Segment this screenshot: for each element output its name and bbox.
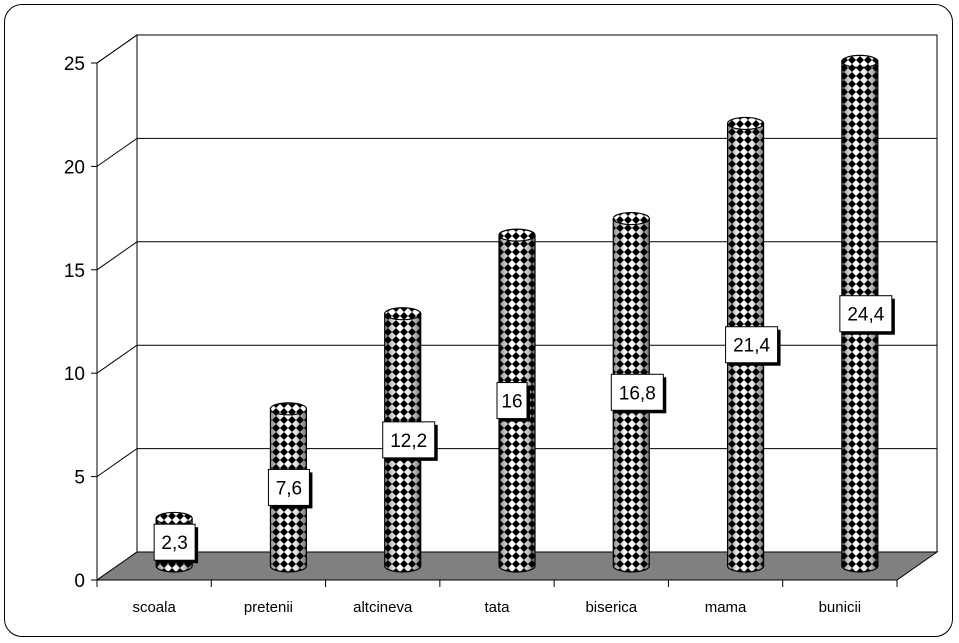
y-tick-label: 0 <box>74 571 85 592</box>
x-tick-label: tata <box>484 599 510 616</box>
y-tick-label: 10 <box>64 364 85 385</box>
x-tick-label: pretenii <box>244 599 293 616</box>
cylinder-top <box>612 211 650 226</box>
y-tick-label: 5 <box>74 468 85 489</box>
data-label-box <box>153 523 196 561</box>
data-label: 12,2 <box>390 431 427 452</box>
data-label: 2,3 <box>161 533 187 554</box>
cylinder-top <box>269 402 308 416</box>
cylinder-top <box>726 116 765 131</box>
data-label: 21,4 <box>733 336 770 357</box>
gridline-side <box>96 137 138 167</box>
data-label: 7,6 <box>276 478 302 499</box>
y-tick-label: 25 <box>64 54 85 75</box>
x-tick-label: scoala <box>132 599 176 616</box>
data-label: 16,8 <box>619 383 656 404</box>
gridline-side <box>96 34 138 64</box>
gridline-side <box>96 448 138 478</box>
data-label-box <box>382 421 436 459</box>
data-label-box <box>725 326 779 364</box>
data-label: 24,4 <box>847 305 884 326</box>
gridline-side <box>96 344 138 374</box>
x-tick-label: bunicii <box>819 599 862 616</box>
data-label-box <box>496 382 528 420</box>
x-tick-label: mama <box>705 599 747 616</box>
data-label-box <box>610 373 664 411</box>
x-tick-label: altcineva <box>353 599 413 616</box>
data-label-box <box>267 468 310 506</box>
data-label: 16 <box>501 392 522 413</box>
y-tick-label: 20 <box>64 157 85 178</box>
cylinder-top <box>841 54 879 69</box>
side-wall <box>96 34 138 581</box>
cylinder-top <box>384 307 422 321</box>
back-wall <box>136 34 938 553</box>
x-tick-label: biserica <box>585 599 637 616</box>
cylinder-top <box>498 228 536 242</box>
cylinder-top <box>155 511 193 526</box>
y-tick-label: 15 <box>64 261 85 282</box>
gridline-side <box>96 241 138 271</box>
data-label-box <box>839 295 893 333</box>
